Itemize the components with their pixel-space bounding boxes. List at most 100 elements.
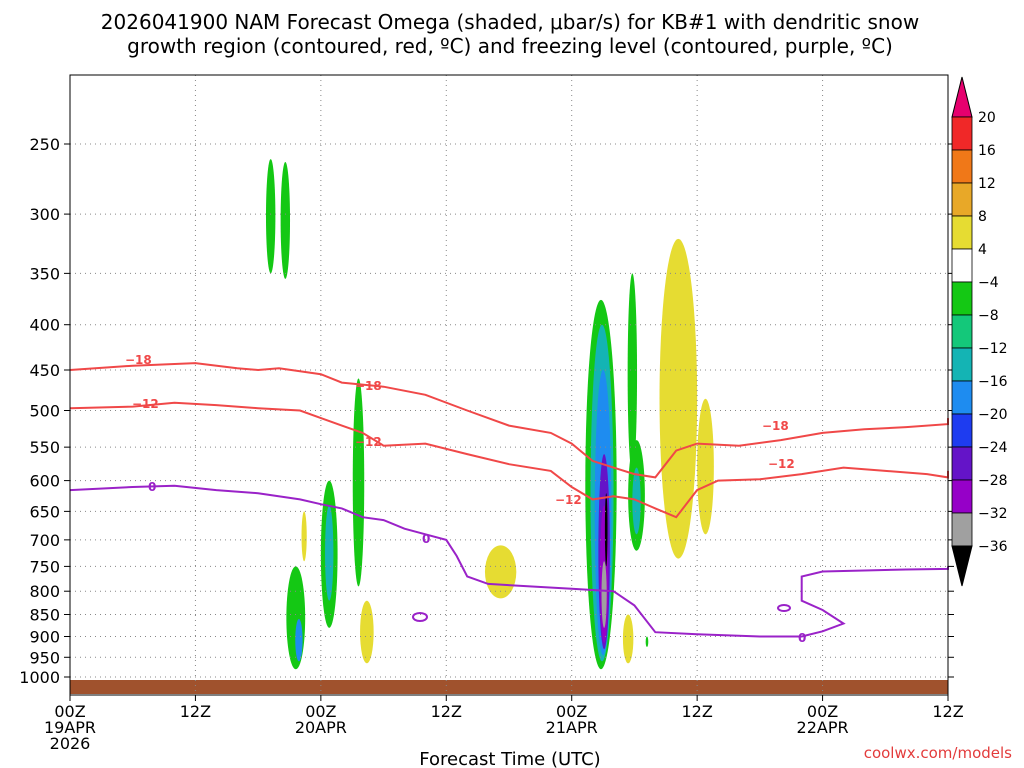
contour-label-minus18-b: −18 [355,379,382,393]
omega-cell-9 [484,545,517,599]
contour-minus-18 [69,362,949,479]
plot-frame [69,74,949,696]
contour-zero-closed-a [412,612,428,622]
omega-cell-21 [645,636,649,648]
contour-label-zero-c: 0 [798,631,806,645]
colorbar-swatch-12 [951,512,973,547]
chart-title-line2: growth region (contoured, red, ºC) and f… [127,34,893,58]
x-tick-label-48-line2: 21APR [546,718,598,737]
x-tick-label-0-line2: 19APR [44,718,96,737]
y-tick-label-600: 600 [29,472,60,491]
y-tick-label-250: 250 [29,135,60,154]
contour-label-minus12-b: −12 [355,435,382,449]
contour-labels: −18 −18 −18 −12 −12 −12 −12 0 0 0 [125,353,806,645]
omega-cell-20 [622,614,634,664]
contour-label-minus12-a: −12 [132,397,159,411]
x-tick-label-0-line1: 00Z [54,702,85,721]
y-tick-label-1000: 1000 [19,668,60,687]
y-tick-label-900: 900 [29,627,60,646]
omega-cell-16 [604,493,608,567]
y-tick-label-500: 500 [29,402,60,421]
contour-label-minus12-d: −12 [768,457,795,471]
colorbar-label-13: −36 [978,539,1008,555]
y-tick-label-550: 550 [29,438,60,457]
omega-cell-8 [360,600,374,664]
colorbar-label-12: −32 [978,506,1008,522]
contour-zero [69,484,949,638]
contour-label-zero-a: 0 [148,480,156,494]
chart-title-line1: 2026041900 NAM Forecast Omega (shaded, μ… [101,10,919,34]
x-tick-label-72-line2: 22APR [797,718,849,737]
x-tick-label-24-line2: 20APR [295,718,347,737]
colorbar-swatch-6 [951,314,973,349]
colorbar-swatch-2 [951,182,973,217]
colorbar-label-0: 20 [978,110,996,126]
colorbar-top-arrow [951,76,973,118]
y-tick-label-650: 650 [29,502,60,521]
omega-shading [265,159,714,670]
pressure-axis: 250 300 350 400 450 500 550 600 650 700 750 800 850 9… [19,135,954,687]
colorbar-swatch-11 [951,479,973,514]
x-tick-label-84-line1: 12Z [932,702,963,721]
contour-label-minus18-a: −18 [125,353,152,367]
x-tick-label-24-line1: 00Z [305,702,336,721]
omega-cell-23 [697,398,714,535]
colorbar-label-2: 12 [978,176,996,192]
y-tick-label-400: 400 [29,316,60,335]
x-tick-label-72-line1: 00Z [807,702,838,721]
contour-label-minus18-c: −18 [762,419,789,433]
colorbar-label-9: −20 [978,407,1008,423]
colorbar-swatch-10 [951,446,973,481]
colorbar-label-7: −12 [978,341,1008,357]
ground-terrain-band [70,680,948,694]
omega-cell-0 [265,159,276,274]
temperature-contours [69,362,949,638]
colorbar-bottom-arrow [951,545,973,587]
grid-lines [70,75,948,695]
omega-cell-5 [286,566,306,670]
colorbar-label-1: 16 [978,143,996,159]
colorbar-label-3: 8 [978,209,987,225]
colorbar-swatch-7 [951,347,973,382]
source-credit: coolwx.com/models [864,744,1012,762]
y-tick-label-450: 450 [29,361,60,380]
x-tick-label-48-line1: 00Z [556,702,587,721]
colorbar-swatch-5 [951,281,973,316]
contour-minus-12 [69,401,949,519]
colorbar-label-10: −24 [978,440,1008,456]
x-axis-label: Forecast Time (UTC) [419,749,600,768]
colorbar-swatch-3 [951,215,973,250]
colorbar-swatch-4 [951,248,973,283]
omega-cell-15 [601,561,607,628]
colorbar-swatch-1 [951,149,973,184]
y-tick-label-800: 800 [29,582,60,601]
colorbar-label-4: 4 [978,242,987,258]
y-tick-label-850: 850 [29,606,60,625]
colorbar-label-6: −8 [978,308,999,324]
y-tick-label-950: 950 [29,648,60,667]
contour-zero-closed-b [777,604,791,612]
y-tick-label-700: 700 [29,531,60,550]
colorbar: 20 16 12 8 4 −4 −8 −12 −16 −20 −24 −28 −32 −36 [951,76,1008,587]
contour-label-zero-b: 0 [422,532,430,546]
colorbar-swatch-8 [951,380,973,415]
omega-cell-22 [659,238,698,559]
omega-cell-2 [352,378,365,587]
y-tick-label-750: 750 [29,557,60,576]
colorbar-swatch-9 [951,413,973,448]
contour-label-minus12-c: −12 [555,493,582,507]
y-tick-label-350: 350 [29,264,60,283]
x-tick-label-0-line3: 2026 [50,734,91,753]
omega-cell-1 [280,162,291,279]
y-tick-label-300: 300 [29,205,60,224]
omega-cell-6 [295,619,303,662]
x-tick-label-12-line1: 12Z [180,702,211,721]
colorbar-label-5: −4 [978,275,999,291]
omega-cell-7 [301,511,307,562]
omega-cell-4 [325,505,334,601]
x-tick-label-36-line1: 12Z [431,702,462,721]
omega-cell-17 [627,273,638,475]
colorbar-label-11: −28 [978,473,1008,489]
